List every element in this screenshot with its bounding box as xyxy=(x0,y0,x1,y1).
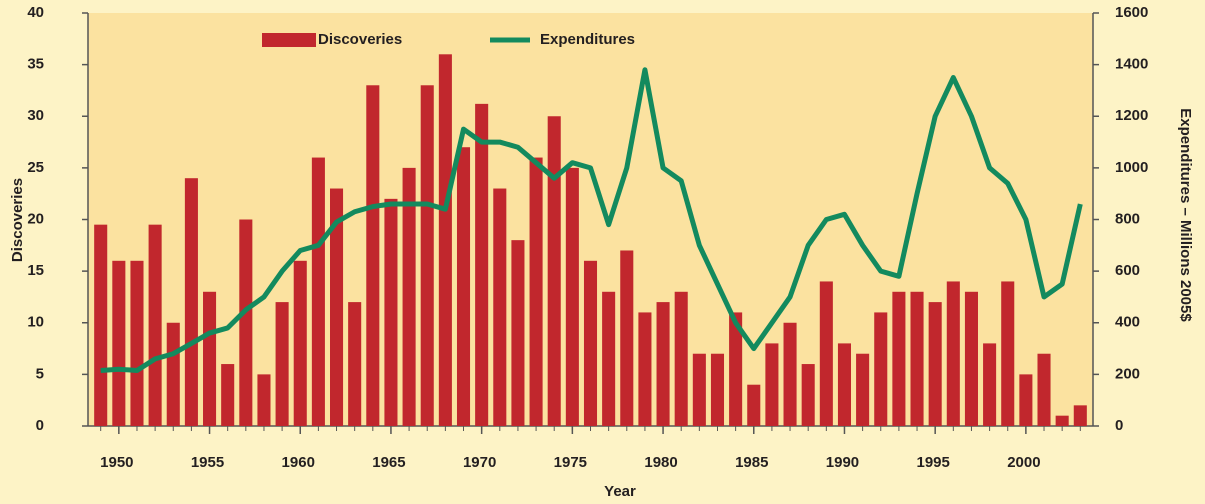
y-tick-label: 25 xyxy=(27,159,44,176)
x-tick-label: 1965 xyxy=(372,454,405,471)
bar xyxy=(112,260,126,426)
bar xyxy=(837,343,852,426)
bar xyxy=(1019,374,1033,426)
bar xyxy=(638,312,652,426)
y-tick-label: 10 xyxy=(27,314,44,331)
bar xyxy=(348,302,362,426)
bar xyxy=(602,291,616,426)
bar xyxy=(293,260,307,426)
bar xyxy=(892,291,906,426)
bar xyxy=(710,353,725,426)
bar xyxy=(801,364,815,426)
bar xyxy=(257,374,271,426)
bar xyxy=(547,116,561,426)
bar xyxy=(964,291,978,426)
y-tick-label: 35 xyxy=(27,56,44,73)
bar xyxy=(856,353,870,426)
bar xyxy=(583,260,598,426)
bar xyxy=(94,224,108,426)
y-tick-label: 5 xyxy=(36,365,44,382)
bar xyxy=(384,198,398,426)
x-tick-label: 2000 xyxy=(1007,454,1040,471)
x-tick-label: 1950 xyxy=(100,454,133,471)
y-tick-label: 15 xyxy=(27,262,44,279)
bar xyxy=(1055,415,1069,426)
x-tick-label: 1955 xyxy=(191,454,224,471)
y-axis-label: Discoveries xyxy=(9,178,26,262)
y2-tick-label: 1400 xyxy=(1115,56,1148,73)
bar xyxy=(239,219,253,426)
bar xyxy=(1001,281,1015,426)
bar xyxy=(565,167,579,426)
bar xyxy=(819,281,833,426)
y2-tick-label: 800 xyxy=(1115,210,1140,227)
bar xyxy=(456,147,471,426)
y2-tick-label: 200 xyxy=(1115,365,1140,382)
bar xyxy=(275,302,289,426)
bar xyxy=(783,322,797,426)
y2-tick-label: 600 xyxy=(1115,262,1140,279)
bar xyxy=(130,260,144,426)
x-tick-label: 1970 xyxy=(463,454,496,471)
bar xyxy=(1037,353,1051,426)
bar xyxy=(674,291,688,426)
bar xyxy=(529,157,543,427)
bar xyxy=(620,250,634,426)
bar xyxy=(1073,405,1087,426)
bar xyxy=(475,103,489,427)
bar xyxy=(329,188,344,426)
bar xyxy=(366,85,380,427)
x-tick-label: 1960 xyxy=(282,454,315,471)
bar xyxy=(656,302,670,426)
bar xyxy=(765,343,779,426)
legend-swatch xyxy=(262,33,316,47)
bar xyxy=(402,167,416,426)
bar xyxy=(983,343,997,426)
bar xyxy=(729,312,743,426)
x-tick-label: 1995 xyxy=(916,454,949,471)
bar xyxy=(874,312,888,426)
x-tick-label: 1980 xyxy=(644,454,677,471)
line xyxy=(100,67,1083,374)
bar xyxy=(928,302,942,426)
bar xyxy=(910,291,924,426)
legend-label: Expenditures xyxy=(540,31,635,48)
y2-tick-label: 1200 xyxy=(1115,107,1148,124)
x-axis-label: Year xyxy=(604,483,636,500)
y2-axis-label: Expenditures – Millions 2005$ xyxy=(1177,108,1194,322)
y2-tick-label: 0 xyxy=(1115,417,1123,434)
bar xyxy=(221,364,235,426)
x-tick-label: 1985 xyxy=(735,454,768,471)
y2-tick-label: 1600 xyxy=(1115,4,1148,21)
bar xyxy=(946,281,960,426)
bar xyxy=(148,224,162,426)
bar xyxy=(438,54,452,427)
bar xyxy=(511,240,525,426)
bar xyxy=(184,178,198,426)
y-tick-label: 30 xyxy=(27,107,44,124)
x-tick-label: 1975 xyxy=(554,454,587,471)
bar xyxy=(311,157,325,427)
bar xyxy=(420,85,434,427)
bar xyxy=(493,188,507,426)
y-tick-label: 40 xyxy=(27,4,44,21)
bar xyxy=(747,384,761,426)
x-tick-label: 1990 xyxy=(826,454,859,471)
y-tick-label: 0 xyxy=(36,417,44,434)
y2-tick-label: 1000 xyxy=(1115,159,1148,176)
bar xyxy=(166,322,180,426)
bar xyxy=(203,291,217,426)
y-tick-label: 20 xyxy=(27,210,44,227)
bar xyxy=(692,353,706,426)
y2-tick-label: 400 xyxy=(1115,314,1140,331)
legend-label: Discoveries xyxy=(318,31,402,48)
